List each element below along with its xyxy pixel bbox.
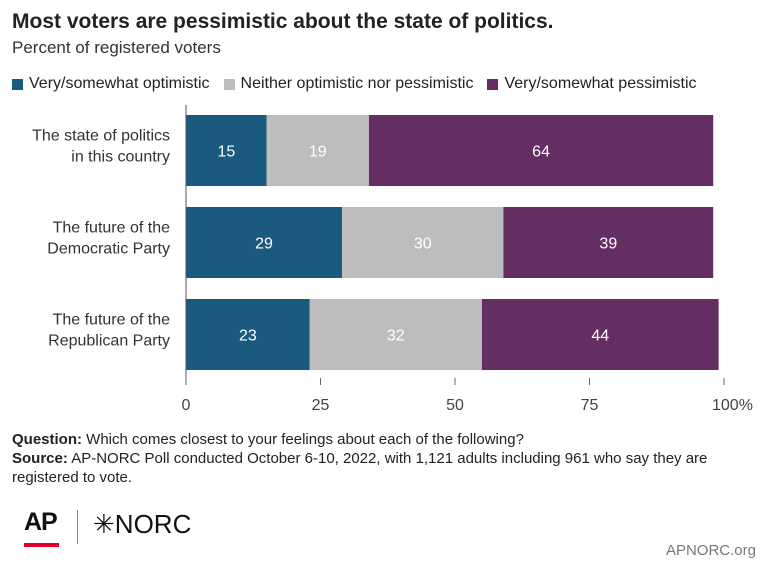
bar-segment [368, 115, 714, 186]
legend-swatch-optimistic [12, 78, 23, 90]
data-label: 15 [217, 144, 235, 161]
category-label: The state of politics in this country [32, 128, 170, 166]
x-tick-label: 75 [581, 397, 599, 414]
data-label: 32 [387, 328, 405, 345]
footer-notes: Question: Which comes closest to your fe… [12, 430, 760, 487]
legend-label-optimistic: Very/somewhat optimistic [29, 75, 210, 92]
legend-swatch-pessimistic [487, 78, 499, 90]
data-label: 44 [591, 328, 609, 345]
x-tick-label: 50 [446, 397, 464, 414]
question-text: Which comes closest to your feelings abo… [86, 431, 524, 448]
x-tick-label: 100% [712, 397, 753, 414]
stacked-bar-chart: The state of politics in this country 15 19… [32, 105, 753, 414]
data-label: 23 [239, 328, 257, 345]
data-label: 29 [255, 236, 273, 253]
legend-swatch-neither [223, 78, 235, 90]
bar-segment [503, 207, 714, 278]
x-tick-label: 25 [312, 397, 330, 414]
bar-segment [266, 115, 369, 186]
legend: Very/somewhat optimistic Neither optimis… [12, 74, 697, 94]
category-label: The future of the Republican Party [48, 312, 170, 350]
question-note: Question: Which comes closest to your fe… [12, 430, 760, 449]
category-label-line: Democratic Party [47, 241, 170, 258]
legend-item-neither: Neither optimistic nor pessimistic [223, 75, 474, 93]
source-label: Source: [12, 450, 68, 467]
data-label: 64 [532, 144, 550, 161]
logo-divider [77, 510, 78, 544]
source-text: AP-NORC Poll conducted October 6-10, 202… [12, 450, 708, 486]
bar-segment [342, 207, 504, 278]
bar-segment [186, 207, 343, 278]
chart-title: Most voters are pessimistic about the st… [12, 10, 554, 33]
bar-segment [186, 299, 310, 370]
data-label: 39 [599, 236, 617, 253]
category-label-line: The future of the [53, 312, 171, 329]
legend-label-neither: Neither optimistic nor pessimistic [240, 75, 474, 92]
question-label: Question: [12, 431, 82, 448]
data-label: 30 [414, 236, 432, 253]
category-label-line: Republican Party [48, 333, 170, 350]
ap-logo-underline [24, 543, 59, 547]
legend-item-optimistic: Very/somewhat optimistic [12, 75, 210, 93]
ap-logo: AP [24, 508, 58, 536]
legend-item-pessimistic: Very/somewhat pessimistic [487, 75, 697, 93]
legend-label-pessimistic: Very/somewhat pessimistic [504, 75, 697, 92]
bar-segment [481, 299, 719, 370]
bar-segment [309, 299, 482, 370]
data-label: 19 [309, 144, 327, 161]
norc-logo-text: NORC [114, 509, 192, 539]
norc-star-icon: ✳ [93, 509, 115, 539]
site-url: APNORC.org [665, 542, 756, 559]
bar-segment [186, 115, 267, 186]
source-note: Source: AP-NORC Poll conducted October 6… [12, 449, 760, 487]
category-label-line: The future of the [53, 220, 171, 237]
category-label-line: in this country [71, 149, 170, 166]
category-label-line: The state of politics [32, 128, 170, 145]
chart-subtitle: Percent of registered voters [12, 38, 221, 57]
norc-logo: ✳NORC [93, 509, 191, 540]
x-tick-label: 0 [182, 397, 191, 414]
category-label: The future of the Democratic Party [47, 220, 170, 258]
